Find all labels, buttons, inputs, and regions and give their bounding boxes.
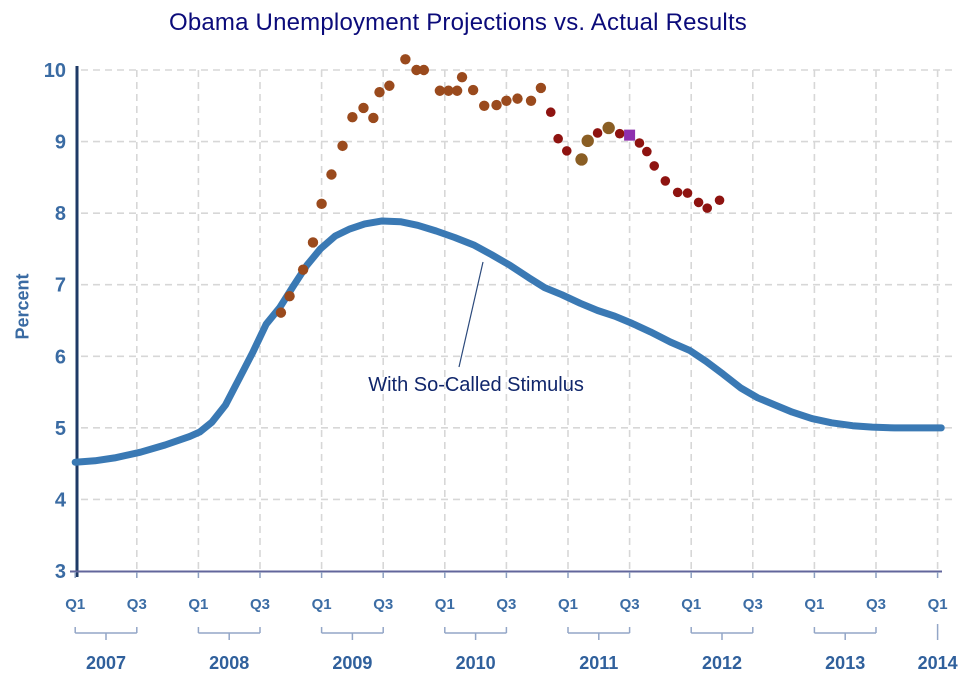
quarter-label: Q1 [65,596,85,613]
y-tick-label: 3 [55,561,66,583]
chart-title: Obama Unemployment Projections vs. Actua… [168,9,748,36]
actual-dot [634,138,645,148]
actual-dot [443,85,454,96]
actual-dot [434,85,446,96]
annotation-leader-line [458,261,484,368]
stimulus-annotation: With So-Called Stimulus [368,374,584,396]
actual-dot [284,290,295,302]
actual-dot [316,198,327,210]
actual-dot [479,100,490,111]
year-label: 2007 [86,653,126,673]
quarter-label: Q1 [804,596,824,613]
actual-dot [624,129,636,141]
quarter-label: Q3 [496,596,516,613]
quarter-label: Q3 [743,596,763,613]
actual-dot [682,188,693,198]
actual-dot [614,128,625,139]
actual-dot [358,102,369,114]
y-tick-label: 10 [44,60,66,82]
actual-dot [451,85,463,96]
year-label: 2010 [456,653,496,673]
actual-dot [347,112,358,123]
actual-dot [714,195,725,206]
actual-dot [553,133,563,144]
quarter-label: Q1 [435,596,455,613]
actual-dot [512,93,523,104]
actual-dot [561,146,572,156]
actual-dot [581,134,594,148]
y-tick-label: 9 [55,132,66,154]
actual-dot [575,153,588,166]
actual-dot [307,237,319,248]
actual-dot [592,128,603,138]
actual-dot [368,112,379,124]
actual-dot [384,80,395,91]
year-label: 2013 [825,653,865,673]
actual-dot [326,169,337,180]
quarter-label: Q3 [127,596,147,613]
y-tick-label: 7 [55,275,66,297]
y-tick-label: 6 [55,346,66,368]
actual-dot [525,95,537,106]
quarter-label: Q1 [312,596,332,613]
quarter-label: Q3 [620,596,640,613]
y-tick-label: 4 [55,489,67,511]
actual-dot [672,187,683,198]
actual-dot [418,64,430,76]
quarter-label: Q3 [373,596,393,613]
actual-dot [337,140,348,152]
y-tick-label: 8 [55,203,66,225]
quarter-label: Q1 [558,596,578,613]
quarter-label: Q1 [681,596,701,613]
quarter-label: Q3 [866,596,886,613]
actual-dot [400,54,411,65]
projection-line [71,217,945,466]
year-label: 2008 [209,653,249,673]
year-label: 2011 [579,653,618,673]
actual-dot [275,307,287,318]
actual-dot [649,161,660,171]
actual-dot [642,146,652,157]
actual-dot [545,107,556,118]
actual-dot [467,84,479,96]
actual-dot [535,82,547,94]
actual-dot [501,95,512,106]
actual-dot [297,264,309,275]
actual-dot [456,71,468,83]
actual-dot [660,176,671,186]
quarter-label: Q1 [928,596,948,613]
quarter-label: Q1 [188,596,208,613]
actual-dot [411,64,422,76]
year-label: 2012 [702,653,742,673]
actual-dot [702,203,713,213]
actual-dot [693,197,704,208]
y-tick-label: 5 [55,418,66,440]
year-label: 2014 [918,653,958,673]
actual-dot [374,86,385,98]
year-label: 2009 [332,653,372,673]
actual-dot [491,99,502,111]
quarter-label: Q3 [250,596,270,613]
actual-dot [602,121,615,135]
